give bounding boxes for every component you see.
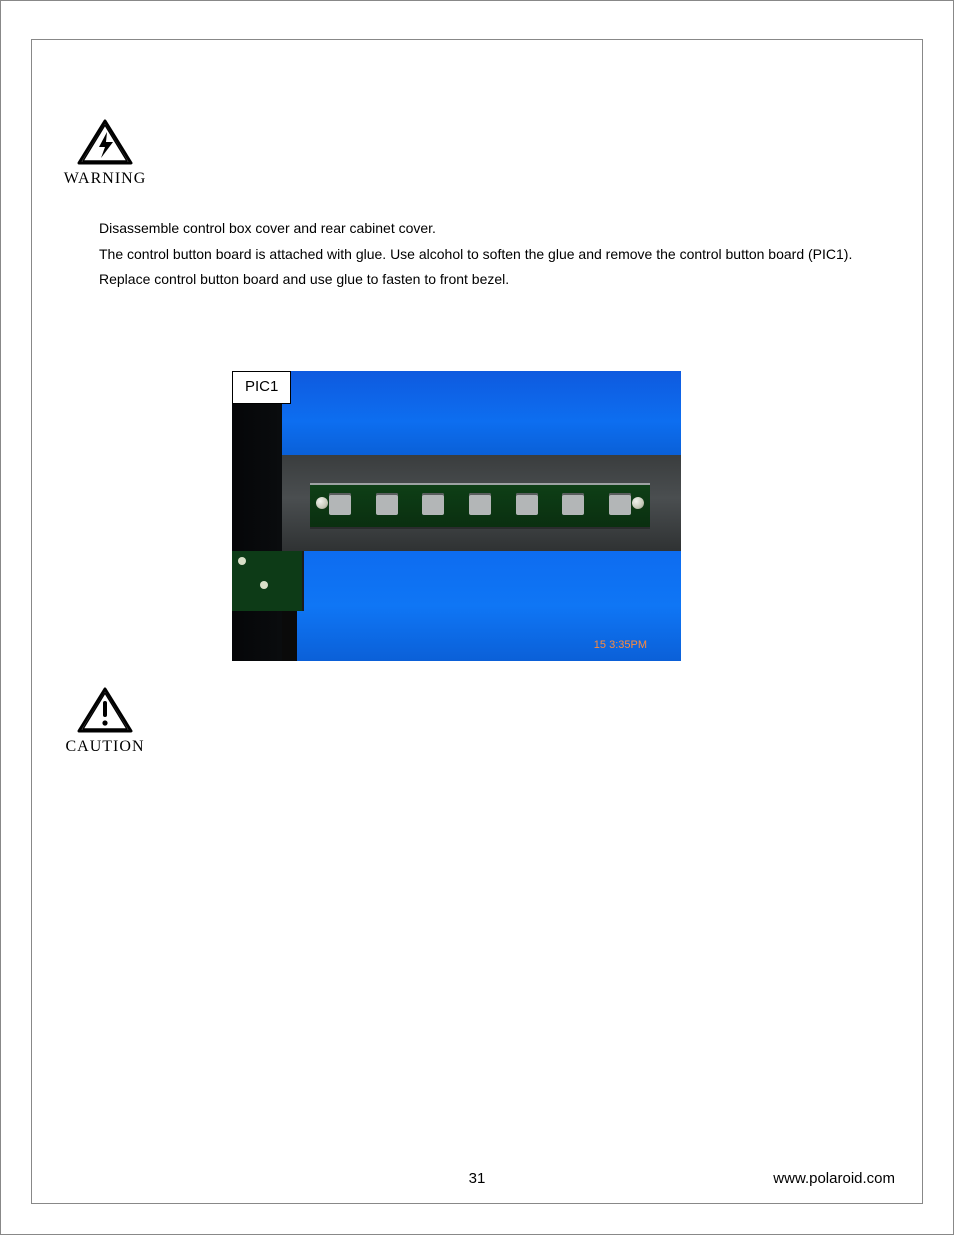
figure-left-strip — [232, 371, 282, 661]
pcb-button-icon — [329, 493, 351, 515]
figure-screen-top — [282, 371, 681, 455]
figure-timestamp: 15 3:35PM — [594, 639, 647, 651]
pcb-button-icon — [562, 493, 584, 515]
paragraph-2: The control button board is attached wit… — [99, 245, 893, 265]
caution-block: CAUTION — [57, 687, 153, 756]
warning-label: WARNING — [57, 170, 153, 188]
pcb-button-icon — [609, 493, 631, 515]
pcb-screw-left-icon — [316, 497, 328, 509]
figure-label: PIC1 — [232, 371, 291, 404]
pcb-button-icon — [469, 493, 491, 515]
footer: 31 www.polaroid.com — [31, 1170, 923, 1190]
pcb-button-icon — [376, 493, 398, 515]
figure-pic1: 15 3:35PM PIC1 — [232, 371, 681, 661]
footer-url: www.polaroid.com — [773, 1170, 895, 1187]
caution-label: CAUTION — [57, 738, 153, 756]
pcb-button-icon — [422, 493, 444, 515]
warning-block: WARNING — [57, 119, 153, 188]
paragraph-3: Replace control button board and use glu… — [99, 270, 893, 290]
caution-triangle-bang-icon — [77, 687, 133, 733]
figure-control-pcb — [310, 483, 650, 529]
paragraph-1: Disassemble control box cover and rear c… — [99, 219, 893, 239]
figure-left-pcb — [232, 551, 304, 611]
page: WARNING Disassemble control box cover an… — [0, 0, 954, 1235]
warning-triangle-bolt-icon — [77, 119, 133, 165]
pcb-screw-right-icon — [632, 497, 644, 509]
pcb-button-icon — [516, 493, 538, 515]
body-text: Disassemble control box cover and rear c… — [99, 219, 893, 296]
